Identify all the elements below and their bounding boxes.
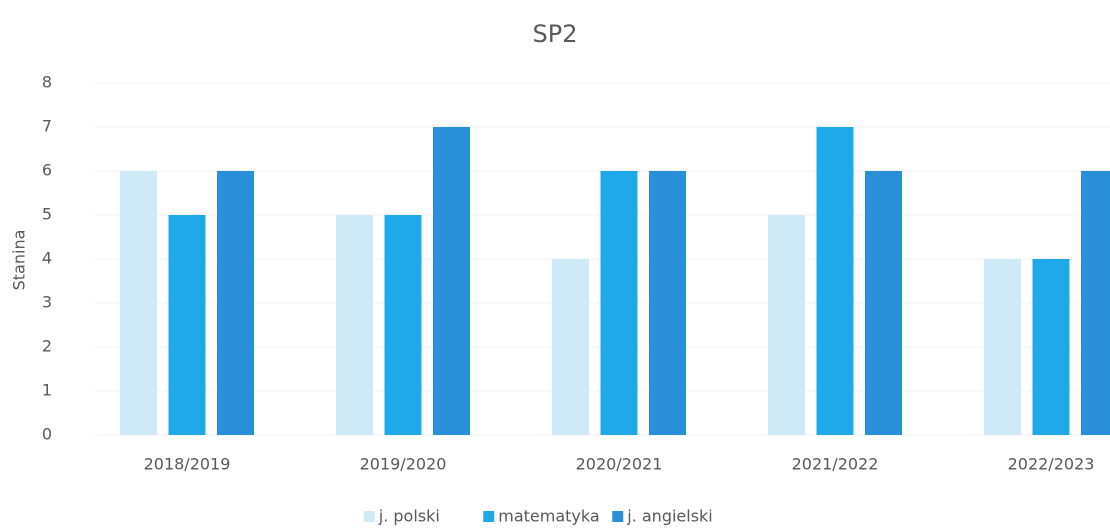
- x-tick-label: 2019/2020: [360, 455, 447, 474]
- bar: [984, 259, 1021, 435]
- legend-swatch: [612, 511, 624, 522]
- x-tick-label: 2022/2023: [1008, 455, 1095, 474]
- y-tick-label: 6: [42, 161, 52, 180]
- legend-swatch: [363, 511, 375, 522]
- legend-label: j. polski: [378, 507, 440, 526]
- bar: [217, 171, 254, 435]
- x-tick-label: 2020/2021: [576, 455, 663, 474]
- bar: [384, 215, 422, 435]
- y-tick-label: 5: [42, 205, 52, 224]
- bar: [600, 171, 638, 435]
- bar: [768, 215, 805, 435]
- x-tick-label: 2021/2022: [792, 455, 879, 474]
- y-tick-label: 2: [42, 337, 52, 356]
- legend-label: j. angielski: [626, 507, 713, 526]
- bar: [1081, 171, 1110, 435]
- bar: [649, 171, 686, 435]
- bar: [120, 171, 157, 435]
- y-tick-label: 8: [42, 73, 52, 92]
- y-tick-label: 1: [42, 381, 52, 400]
- y-tick-label: 4: [42, 249, 52, 268]
- chart-title: SP2: [533, 20, 578, 48]
- legend-label: matematyka: [498, 507, 599, 526]
- bar: [433, 127, 470, 435]
- bar: [816, 127, 854, 435]
- bar: [552, 259, 589, 435]
- bar: [336, 215, 373, 435]
- x-tick-label: 2018/2019: [144, 455, 231, 474]
- y-tick-label: 0: [42, 425, 52, 444]
- bar: [168, 215, 206, 435]
- bar: [865, 171, 902, 435]
- bar: [1032, 259, 1070, 435]
- y-axis-label: Stanina: [10, 230, 29, 291]
- y-tick-label: 3: [42, 293, 52, 312]
- legend-swatch: [483, 511, 495, 522]
- y-tick-label: 7: [42, 117, 52, 136]
